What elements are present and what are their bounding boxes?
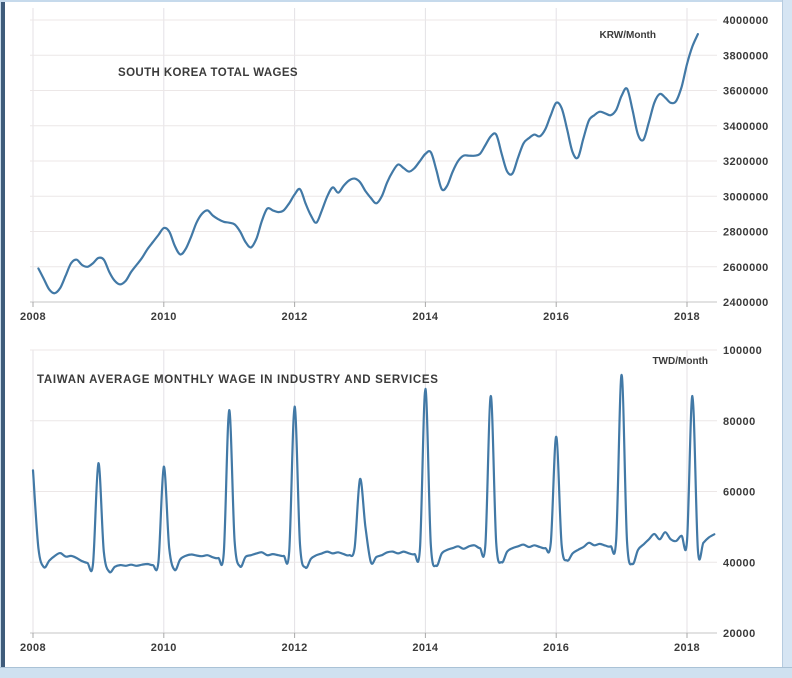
taiwan-unit-label: TWD/Month bbox=[652, 356, 708, 367]
x-tick-label: 2016 bbox=[543, 311, 569, 323]
wage-series-line bbox=[31, 373, 716, 574]
x-tick-label: 2008 bbox=[20, 311, 46, 323]
taiwan-wages-chart: 2008 2010 2012 2014 2016 2018 20000 40000 60000 8… bbox=[20, 345, 762, 654]
y-tick-label: 60000 bbox=[723, 487, 756, 499]
x-tick-label: 2010 bbox=[151, 311, 177, 323]
x-tick-label: 2014 bbox=[412, 642, 439, 654]
x-tick-label: 2018 bbox=[674, 642, 700, 654]
x-tick-label: 2014 bbox=[412, 311, 439, 323]
y-tick-label: 3800000 bbox=[723, 50, 769, 62]
frame-left-light-edge bbox=[0, 0, 1, 678]
frame-bottom-edge bbox=[0, 667, 792, 678]
korea-chart-title: SOUTH KOREA TOTAL WAGES bbox=[118, 67, 299, 79]
korea-wages-chart: 2008 2010 2012 2014 2016 2018 2400000 2600000 28… bbox=[20, 8, 769, 323]
taiwan-chart-title: TAIWAN AVERAGE MONTHLY WAGE IN INDUSTRY … bbox=[37, 374, 439, 386]
y-tick-label: 80000 bbox=[723, 416, 756, 428]
y-tick-label: 100000 bbox=[723, 345, 762, 357]
x-tick-label: 2010 bbox=[151, 642, 177, 654]
frame-right-edge bbox=[782, 0, 792, 678]
x-tick-label: 2012 bbox=[282, 311, 308, 323]
y-tick-label: 2800000 bbox=[723, 227, 769, 239]
y-tick-label: 3000000 bbox=[723, 191, 769, 203]
wage-series-line bbox=[37, 33, 699, 295]
korea-unit-label: KRW/Month bbox=[599, 30, 656, 41]
y-tick-label: 3400000 bbox=[723, 121, 769, 133]
y-tick-label: 20000 bbox=[723, 628, 756, 640]
y-tick-label: 40000 bbox=[723, 557, 756, 569]
y-tick-label: 2600000 bbox=[723, 262, 769, 274]
y-tick-label: 2400000 bbox=[723, 297, 769, 309]
x-tick-label: 2018 bbox=[674, 311, 700, 323]
y-tick-label: 4000000 bbox=[723, 15, 769, 27]
x-tick-label: 2012 bbox=[282, 642, 308, 654]
x-tick-label: 2016 bbox=[543, 642, 569, 654]
y-tick-label: 3200000 bbox=[723, 156, 769, 168]
frame-left-dark-edge bbox=[1, 0, 5, 672]
y-tick-label: 3600000 bbox=[723, 86, 769, 98]
x-tick-label: 2008 bbox=[20, 642, 46, 654]
frame-top-edge bbox=[0, 0, 792, 2]
